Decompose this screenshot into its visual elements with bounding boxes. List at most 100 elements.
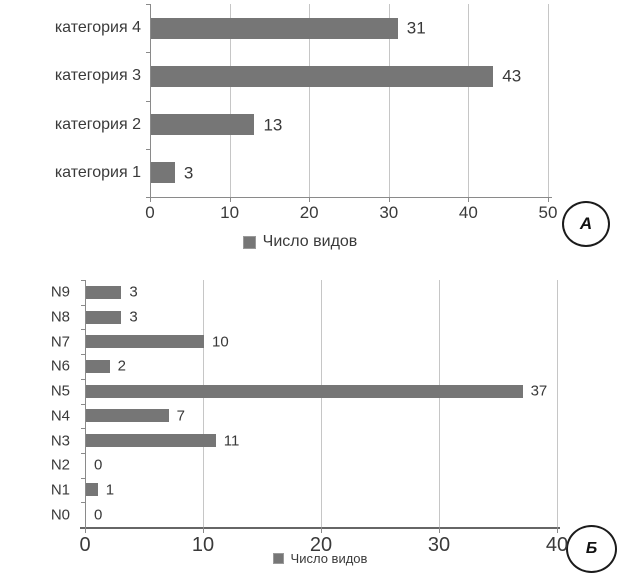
category-label: N2 — [50, 456, 70, 474]
panel-letter-b: Б — [585, 540, 598, 557]
value-label: 0 — [94, 456, 103, 474]
bar — [151, 162, 175, 184]
x-tick-label: 10 — [220, 203, 240, 222]
x-axis-tick — [203, 527, 204, 533]
y-axis-tick — [81, 354, 85, 356]
value-label: 3 — [129, 283, 138, 301]
x-tick-label: 30 — [379, 203, 399, 222]
value-label: 11 — [223, 432, 240, 450]
x-axis-tick — [439, 527, 440, 533]
y-axis-tick — [81, 452, 85, 454]
category-label: N3 — [50, 432, 70, 450]
value-label: 1 — [105, 481, 115, 499]
y-axis — [85, 280, 86, 528]
bar — [86, 434, 216, 448]
bar — [86, 483, 98, 497]
y-axis-tick — [81, 378, 85, 380]
legend-label: Число видов — [290, 551, 368, 566]
bar — [86, 359, 110, 373]
category-label: N6 — [50, 357, 70, 375]
legend-swatch-icon — [242, 235, 256, 249]
bar — [86, 409, 169, 423]
gridline — [439, 280, 440, 527]
category-label: N0 — [50, 506, 70, 524]
x-tick-label: 30 — [427, 534, 451, 556]
bar — [151, 65, 494, 87]
category-label: N4 — [50, 407, 70, 425]
gridline — [309, 4, 311, 197]
x-axis-tick — [309, 197, 311, 202]
gridline — [388, 4, 390, 197]
x-axis-tick — [388, 197, 390, 202]
value-label: 3 — [183, 163, 194, 183]
y-axis-tick — [146, 100, 150, 102]
chart-a-legend: Число видов — [230, 234, 370, 250]
x-tick-label: 40 — [545, 534, 569, 556]
y-axis-tick — [81, 502, 85, 504]
y-axis-tick — [81, 428, 85, 430]
value-label: 0 — [94, 506, 103, 524]
category-label: категория 2 — [54, 115, 141, 133]
y-axis-tick — [146, 148, 150, 150]
gridline — [548, 4, 549, 197]
value-label: 3 — [129, 308, 138, 326]
bar — [86, 310, 122, 324]
bar — [86, 335, 204, 349]
y-axis-tick — [146, 52, 150, 54]
x-tick-label: 0 — [145, 203, 155, 222]
value-label: 10 — [212, 333, 229, 351]
category-label: N1 — [50, 481, 70, 499]
value-label: 43 — [502, 66, 522, 86]
value-label: 31 — [406, 18, 426, 38]
y-axis — [150, 4, 151, 198]
category-label: категория 3 — [54, 67, 141, 85]
x-axis-tick — [85, 527, 86, 533]
y-axis-tick — [81, 403, 85, 405]
x-axis-tick — [150, 197, 151, 202]
y-axis-tick — [146, 4, 150, 5]
y-axis-tick — [81, 329, 85, 331]
x-axis-tick — [229, 197, 231, 202]
bar — [86, 384, 523, 398]
y-axis-tick — [81, 280, 85, 281]
x-tick-label: 20 — [299, 203, 319, 222]
x-axis-tick — [548, 197, 549, 202]
bar — [151, 17, 398, 39]
x-tick-label: 0 — [79, 534, 91, 556]
legend-label: Число видов — [262, 233, 358, 250]
x-axis — [80, 527, 560, 529]
category-label: N9 — [50, 283, 70, 301]
panel-letter-a: А — [579, 214, 593, 233]
gridline — [557, 280, 558, 527]
value-label: 2 — [117, 357, 126, 375]
category-label: N7 — [50, 333, 70, 351]
x-axis-tick — [321, 527, 322, 533]
legend-swatch-icon — [272, 553, 284, 564]
value-label: 13 — [263, 115, 283, 135]
x-axis-tick — [557, 527, 558, 533]
x-tick-label: 10 — [191, 534, 215, 556]
value-label: 37 — [530, 382, 548, 400]
x-tick-label: 20 — [309, 534, 333, 556]
value-label: 7 — [176, 407, 185, 425]
panel-marker-b: Б — [566, 525, 617, 573]
y-axis-tick — [81, 477, 85, 479]
gridline — [468, 4, 470, 197]
bar — [86, 285, 122, 299]
category-label: N5 — [50, 382, 70, 400]
x-axis-tick — [468, 197, 470, 202]
category-label: N8 — [50, 308, 70, 326]
y-axis-tick — [81, 304, 85, 306]
category-label: категория 4 — [54, 19, 141, 37]
x-tick-label: 50 — [538, 203, 558, 222]
gridline — [229, 4, 231, 197]
panel-marker-a: А — [562, 201, 610, 247]
x-tick-label: 40 — [458, 203, 478, 222]
bar — [151, 114, 255, 136]
chart-b-legend: Число видов — [250, 552, 390, 565]
gridline — [321, 280, 322, 527]
x-axis — [146, 197, 552, 198]
